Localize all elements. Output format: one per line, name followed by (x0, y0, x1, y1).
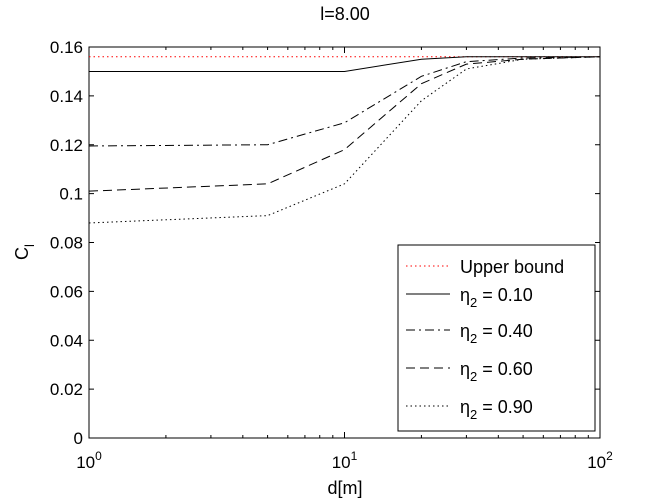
series-line-1 (89, 56, 600, 72)
y-tick-label: 0.14 (50, 87, 83, 106)
x-axis-label: d[m] (327, 478, 362, 498)
y-tick-label: 0.02 (50, 380, 83, 399)
legend-box (397, 244, 596, 432)
y-tick-label: 0.12 (50, 136, 83, 155)
x-tick-label: 102 (587, 449, 613, 472)
x-tick-label: 101 (332, 449, 358, 472)
series-line-3 (88, 56, 601, 192)
y-axis-label-subscript: l (22, 244, 37, 247)
legend-label-3: η2 = 0.60 (460, 359, 533, 384)
y-tick-label: 0.08 (50, 234, 83, 253)
y-tick-label: 0.16 (50, 38, 83, 57)
series-line-4 (88, 56, 601, 224)
legend-label-4: η2 = 0.90 (460, 397, 533, 422)
plot-area: 0 0.02 0.04 0.06 0.08 0.1 0.12 0.14 0.16 100 101 10… (50, 38, 613, 472)
x-tick-label: 100 (76, 449, 102, 472)
y-tick-label: 0.04 (50, 331, 83, 350)
y-tick-label: 0 (74, 429, 83, 448)
legend-label-0: Upper bound (460, 257, 564, 277)
y-axis-label: Cl (12, 244, 37, 260)
y-tick-label: 0.1 (59, 185, 83, 204)
series-line-2 (88, 56, 601, 147)
legend-label-2: η2 = 0.40 (460, 321, 533, 346)
chart-title: l=8.00 (320, 4, 370, 24)
legend-label-1: η2 = 0.10 (460, 285, 533, 310)
y-axis-label-main: C (12, 247, 32, 260)
y-tick-label: 0.06 (50, 282, 83, 301)
